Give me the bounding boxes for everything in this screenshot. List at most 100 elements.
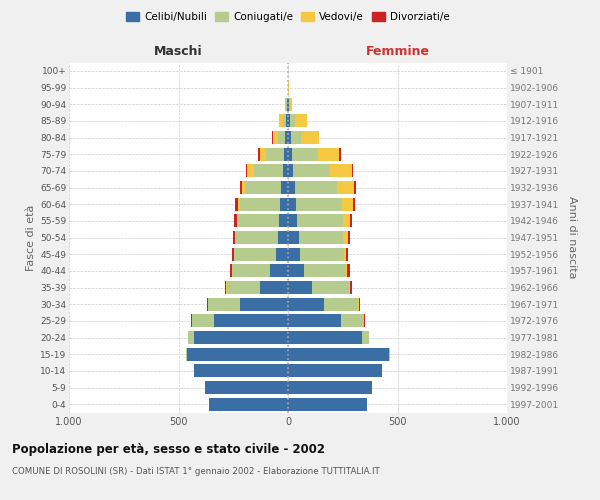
Bar: [288, 331, 362, 344]
Bar: [295, 181, 337, 194]
Bar: [279, 214, 288, 228]
Bar: [283, 114, 286, 128]
Bar: [238, 198, 240, 210]
Bar: [300, 248, 344, 260]
Bar: [288, 264, 304, 278]
Bar: [348, 231, 350, 244]
Bar: [234, 214, 236, 228]
Bar: [291, 131, 301, 144]
Text: COMUNE DI ROSOLINI (SR) - Dati ISTAT 1° gennaio 2002 - Elaborazione TUTTITALIA.I: COMUNE DI ROSOLINI (SR) - Dati ISTAT 1° …: [12, 468, 380, 476]
Bar: [283, 164, 288, 177]
Bar: [286, 98, 287, 110]
Bar: [236, 214, 238, 228]
Bar: [290, 114, 295, 128]
Bar: [238, 214, 279, 228]
Bar: [284, 148, 288, 160]
Bar: [354, 181, 356, 194]
Bar: [235, 231, 278, 244]
Bar: [285, 98, 286, 110]
Bar: [317, 148, 340, 160]
Bar: [296, 198, 341, 210]
Bar: [235, 248, 276, 260]
Bar: [293, 164, 329, 177]
Bar: [343, 214, 350, 228]
Bar: [346, 248, 348, 260]
Bar: [389, 348, 390, 360]
Bar: [232, 248, 234, 260]
Text: Popolazione per età, sesso e stato civile - 2002: Popolazione per età, sesso e stato civil…: [12, 442, 325, 456]
Bar: [232, 264, 271, 278]
Bar: [337, 181, 354, 194]
Bar: [191, 314, 214, 328]
Bar: [245, 181, 281, 194]
Bar: [353, 198, 355, 210]
Bar: [285, 131, 288, 144]
Bar: [362, 331, 369, 344]
Bar: [278, 131, 285, 144]
Bar: [349, 281, 350, 294]
Bar: [242, 181, 245, 194]
Bar: [260, 281, 288, 294]
Bar: [286, 114, 288, 128]
Y-axis label: Fasce di età: Fasce di età: [26, 204, 36, 270]
Bar: [324, 298, 358, 310]
Bar: [343, 231, 348, 244]
Bar: [288, 298, 324, 310]
Bar: [287, 98, 288, 110]
Bar: [225, 281, 226, 294]
Bar: [297, 214, 343, 228]
Bar: [350, 281, 352, 294]
Bar: [288, 314, 341, 328]
Bar: [208, 298, 240, 310]
Bar: [247, 164, 254, 177]
Bar: [278, 231, 288, 244]
Bar: [240, 298, 288, 310]
Bar: [346, 264, 347, 278]
Bar: [246, 164, 247, 177]
Bar: [288, 98, 289, 110]
Bar: [352, 164, 353, 177]
Bar: [292, 148, 317, 160]
Bar: [240, 198, 280, 210]
Bar: [288, 164, 293, 177]
Bar: [259, 148, 260, 160]
Bar: [207, 298, 208, 310]
Bar: [288, 281, 312, 294]
Bar: [240, 181, 242, 194]
Bar: [276, 248, 288, 260]
Bar: [359, 298, 360, 310]
Bar: [288, 381, 373, 394]
Bar: [214, 314, 288, 328]
Bar: [254, 164, 283, 177]
Bar: [341, 198, 353, 210]
Bar: [260, 148, 266, 160]
Bar: [341, 314, 364, 328]
Bar: [347, 264, 350, 278]
Bar: [281, 181, 288, 194]
Bar: [280, 198, 288, 210]
Bar: [288, 214, 297, 228]
Bar: [288, 114, 290, 128]
Bar: [266, 148, 284, 160]
Bar: [186, 348, 187, 360]
Bar: [288, 148, 292, 160]
Bar: [288, 348, 389, 360]
Bar: [340, 148, 341, 160]
Legend: Celibi/Nubili, Coniugati/e, Vedovi/e, Divorziati/e: Celibi/Nubili, Coniugati/e, Vedovi/e, Di…: [122, 8, 454, 26]
Bar: [194, 331, 288, 344]
Bar: [230, 264, 232, 278]
Bar: [288, 131, 291, 144]
Bar: [233, 231, 235, 244]
Bar: [329, 164, 352, 177]
Bar: [288, 198, 296, 210]
Bar: [312, 281, 349, 294]
Bar: [227, 281, 260, 294]
Bar: [205, 381, 288, 394]
Bar: [344, 248, 346, 260]
Y-axis label: Anni di nascita: Anni di nascita: [568, 196, 577, 278]
Bar: [290, 98, 292, 110]
Text: Femmine: Femmine: [365, 44, 430, 58]
Bar: [295, 114, 307, 128]
Bar: [272, 131, 278, 144]
Text: Maschi: Maschi: [154, 44, 203, 58]
